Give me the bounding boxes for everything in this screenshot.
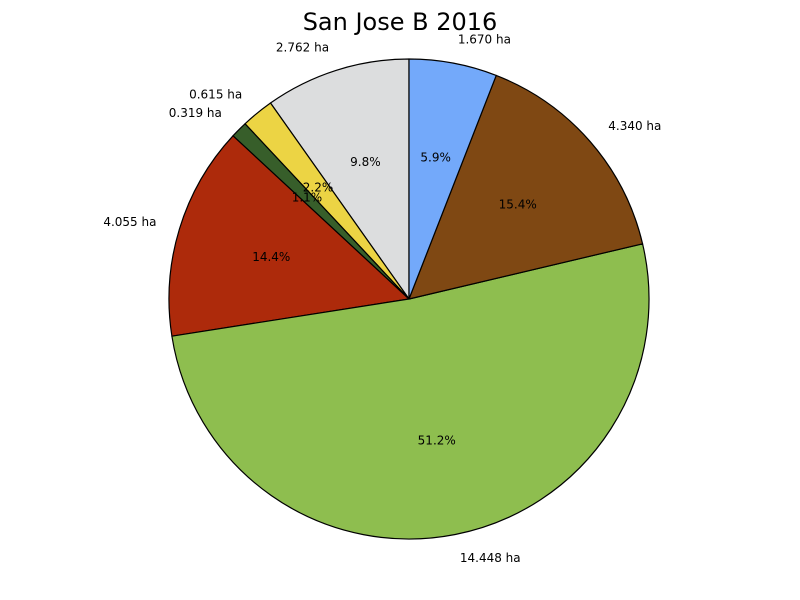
slice-value-label-1: 0.615 ha <box>189 87 242 101</box>
pie-slice-0 <box>269 58 410 300</box>
pie-slice-3 <box>168 135 410 337</box>
slice-percent-label-1: 2.2% <box>303 180 334 194</box>
slice-percent-label-6: 5.9% <box>420 150 451 164</box>
slice-percent-label-3: 14.4% <box>252 250 290 264</box>
slice-percent-label-0: 9.8% <box>350 155 381 169</box>
slice-value-label-4: 14.448 ha <box>460 551 521 565</box>
slice-percent-label-5: 15.4% <box>499 198 537 212</box>
slice-percent-label-2: 1.1% <box>292 190 323 204</box>
slice-value-label-5: 4.340 ha <box>608 119 661 133</box>
pie-slice-6 <box>408 58 497 300</box>
slice-percent-label-4: 51.2% <box>418 433 456 447</box>
pie-slice-5 <box>408 74 644 300</box>
slice-value-label-6: 1.670 ha <box>458 33 511 47</box>
slice-value-label-2: 0.319 ha <box>169 106 222 120</box>
pie-slice-4 <box>171 243 650 540</box>
slice-value-label-3: 4.055 ha <box>103 215 156 229</box>
slice-value-label-0: 2.762 ha <box>276 40 329 54</box>
chart-title: San Jose B 2016 <box>302 8 498 36</box>
